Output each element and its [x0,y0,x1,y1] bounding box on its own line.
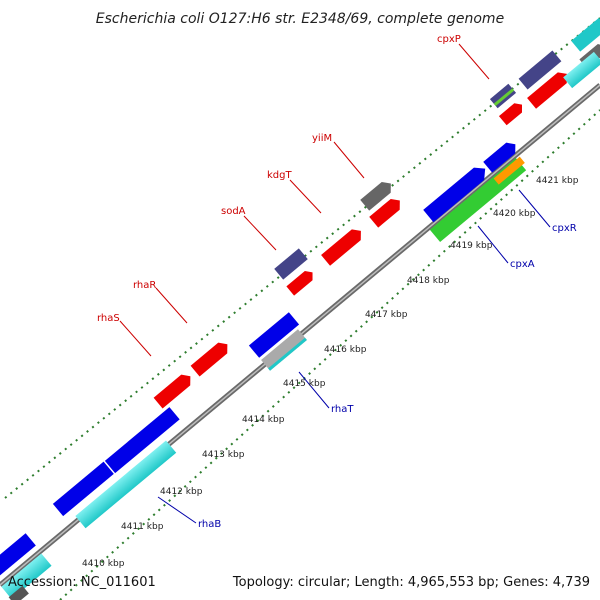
tick-label: 4417 kbp [365,310,408,320]
genome-summary-text: Topology: circular; Length: 4,965,553 bp… [232,575,590,590]
gene-block[interactable] [563,51,600,89]
gene-arrow[interactable] [321,226,365,266]
tick-label: 4418 kbp [407,276,450,286]
gene-label-cpxA[interactable]: cpxA [510,259,535,270]
gene-arrow[interactable] [8,585,29,600]
gene-block[interactable] [261,329,307,371]
gene-block[interactable] [518,50,562,90]
gene-arrow[interactable] [190,339,232,377]
gene-label-rhaR[interactable]: rhaR [133,280,156,291]
gc-skew-track-inner [59,109,600,600]
gene-arrow[interactable] [369,195,404,228]
gene-block[interactable] [274,248,308,280]
tick-label: 4413 kbp [202,450,245,460]
reverse-genes [1,51,600,600]
gene-label-rhaB[interactable]: rhaB [198,519,221,530]
gene-block[interactable] [571,17,600,52]
accession-text: Accession: NC_011601 [8,575,156,590]
label-leaders [119,43,551,524]
gene-arrow[interactable] [153,371,195,409]
gene-block[interactable] [104,407,180,474]
forward-genes [0,17,600,578]
gene-arrow[interactable] [360,178,395,211]
tick-label: 4419 kbp [450,241,493,251]
tick-label: 4412 kbp [160,487,203,497]
forward-gene-labels: rhaS rhaR sodA kdgT yiiM cpxP [97,34,461,324]
gene-block[interactable] [493,156,525,185]
gene-label-rhaT[interactable]: rhaT [331,404,354,415]
gene-block[interactable] [248,312,300,358]
gene-arrow[interactable] [423,163,490,223]
tick-label: 4414 kbp [242,415,285,425]
tick-label: 4411 kbp [121,522,164,532]
reverse-gene-labels: rhaB rhaT cpxA cpxR [198,223,577,530]
gene-arrow[interactable] [527,69,571,109]
gene-label-yiiM[interactable]: yiiM [312,133,332,144]
gene-block[interactable] [75,440,177,529]
gene-label-kdgT[interactable]: kdgT [267,170,292,181]
tick-label: 4410 kbp [82,559,125,569]
gene-label-rhaS[interactable]: rhaS [97,313,120,324]
map-title: Escherichia coli O127:H6 str. E2348/69, … [96,11,504,27]
gene-label-cpxP[interactable]: cpxP [437,34,461,45]
gene-block[interactable] [0,533,36,578]
tick-label: 4421 kbp [536,176,579,186]
gene-arrow[interactable] [483,139,520,173]
gene-label-cpxR[interactable]: cpxR [552,223,577,234]
gene-arrow[interactable] [498,100,526,126]
gene-arrow[interactable] [286,268,316,296]
gene-label-sodA[interactable]: sodA [221,206,246,217]
tick-label: 4415 kbp [283,379,326,389]
kbp-ticks: 4410 kbp 4411 kbp 4412 kbp 4413 kbp 4414… [82,176,579,569]
gene-block[interactable] [52,461,114,517]
gene-block[interactable] [1,553,52,600]
tick-label: 4420 kbp [493,209,536,219]
tick-label: 4416 kbp [324,345,367,355]
